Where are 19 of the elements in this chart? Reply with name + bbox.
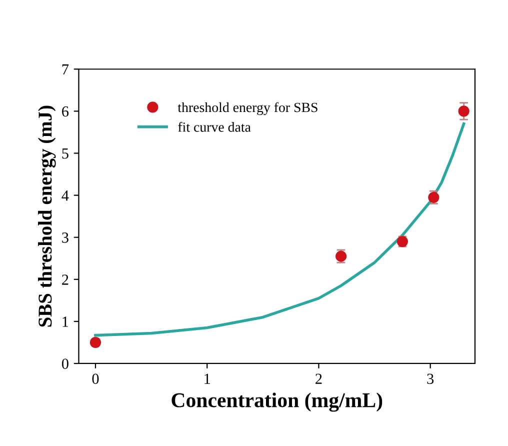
x-tick-label: 3 <box>427 374 434 384</box>
y-tick-label: 3 <box>62 232 68 243</box>
legend-label: fit curve data <box>178 122 251 132</box>
x-axis-title: Concentration (mg/mL) <box>172 392 382 412</box>
y-tick-label: 4 <box>62 190 69 201</box>
point <box>90 336 102 348</box>
x-tick-label: 2 <box>316 374 322 384</box>
x-tick-label: 1 <box>204 374 210 384</box>
y-tick-label: 6 <box>62 106 69 117</box>
y-tick-label: 7 <box>62 64 69 74</box>
y-tick-label: 1 <box>62 316 68 327</box>
y-tick-label: 5 <box>62 148 68 159</box>
y-axis-title: SBS threshold energy (mJ) <box>38 106 56 327</box>
line-series <box>94 122 466 337</box>
point <box>458 106 470 117</box>
y-tick-label: 0 <box>62 358 68 369</box>
y-tick-label: 2 <box>62 274 68 285</box>
x-tick-label: 0 <box>92 374 99 384</box>
legend-label: threshold energy for SBS <box>178 102 318 116</box>
